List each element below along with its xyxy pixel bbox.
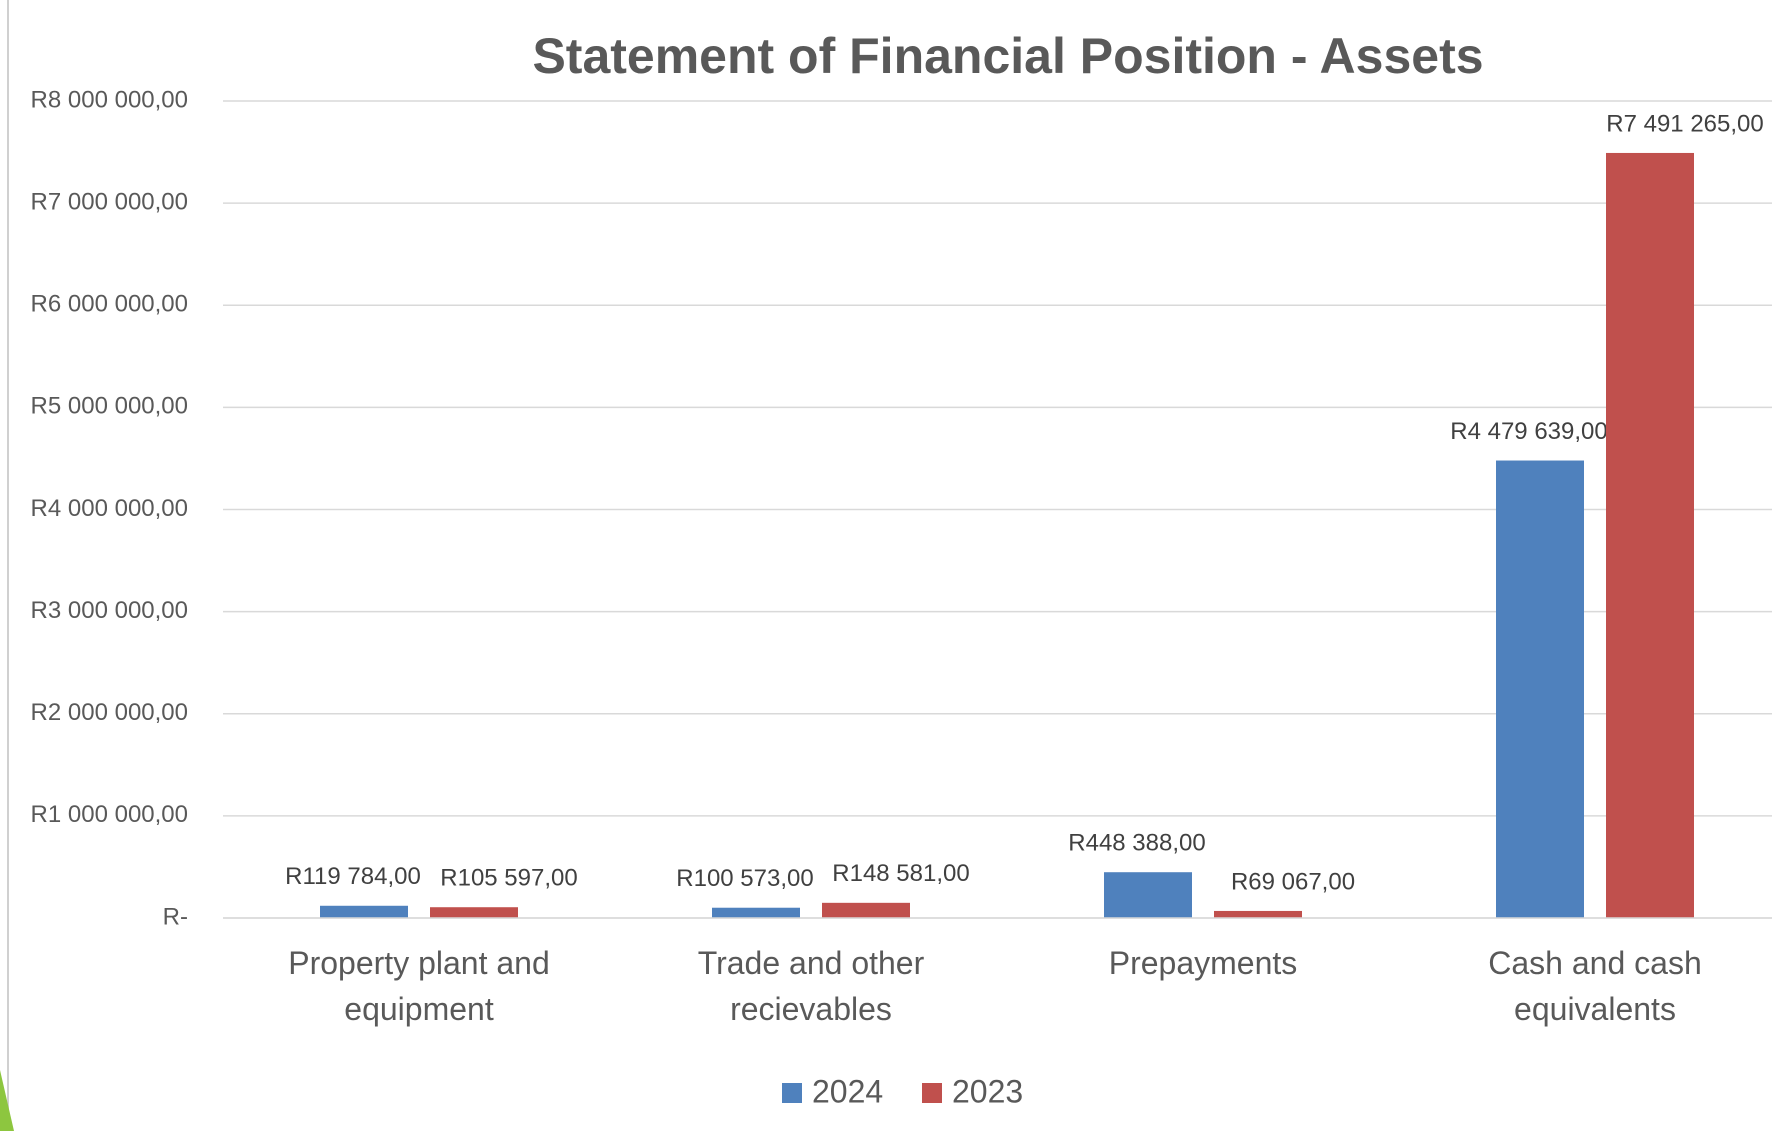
bar xyxy=(1606,152,1694,918)
data-label: R148 581,00 xyxy=(832,860,969,887)
y-tick-label: R- xyxy=(163,903,188,930)
decoration xyxy=(0,1070,14,1131)
bar xyxy=(712,907,800,918)
y-tick-label: R3 000 000,00 xyxy=(31,597,188,624)
y-tick-label: R5 000 000,00 xyxy=(31,393,188,420)
y-tick-label: R8 000 000,00 xyxy=(31,86,188,113)
bar xyxy=(320,905,408,918)
data-label: R119 784,00 xyxy=(285,863,421,890)
y-tick-label: R1 000 000,00 xyxy=(31,801,188,828)
data-label: R4 479 639,00 xyxy=(1450,418,1607,445)
legend-swatch xyxy=(782,1083,802,1103)
x-tick-label: Cash and cash equivalents xyxy=(1488,945,1702,1027)
data-label: R7 491 265,00 xyxy=(1606,110,1763,137)
y-tick-label: R7 000 000,00 xyxy=(31,188,188,215)
legend-label: 2023 xyxy=(952,1073,1023,1109)
legend-swatch xyxy=(922,1083,942,1103)
chart-title: Statement of Financial Position - Assets xyxy=(532,28,1483,84)
legend-label: 2024 xyxy=(812,1073,883,1109)
x-tick-label: Trade and other recievables xyxy=(697,945,925,1027)
bar xyxy=(1496,460,1584,918)
y-tick-label: R6 000 000,00 xyxy=(31,291,188,318)
x-tick-label: Property plant and equipment xyxy=(288,945,550,1027)
bar xyxy=(1104,872,1192,918)
bar xyxy=(1214,910,1302,918)
x-tick-label: Prepayments xyxy=(1108,945,1298,981)
bar xyxy=(430,907,518,918)
bar xyxy=(822,902,910,918)
data-label: R69 067,00 xyxy=(1231,868,1355,895)
data-label: R448 388,00 xyxy=(1068,830,1205,857)
y-tick-label: R4 000 000,00 xyxy=(31,495,188,522)
data-label: R100 573,00 xyxy=(676,865,813,892)
y-tick-label: R2 000 000,00 xyxy=(31,699,188,726)
data-label: R105 597,00 xyxy=(440,865,577,892)
